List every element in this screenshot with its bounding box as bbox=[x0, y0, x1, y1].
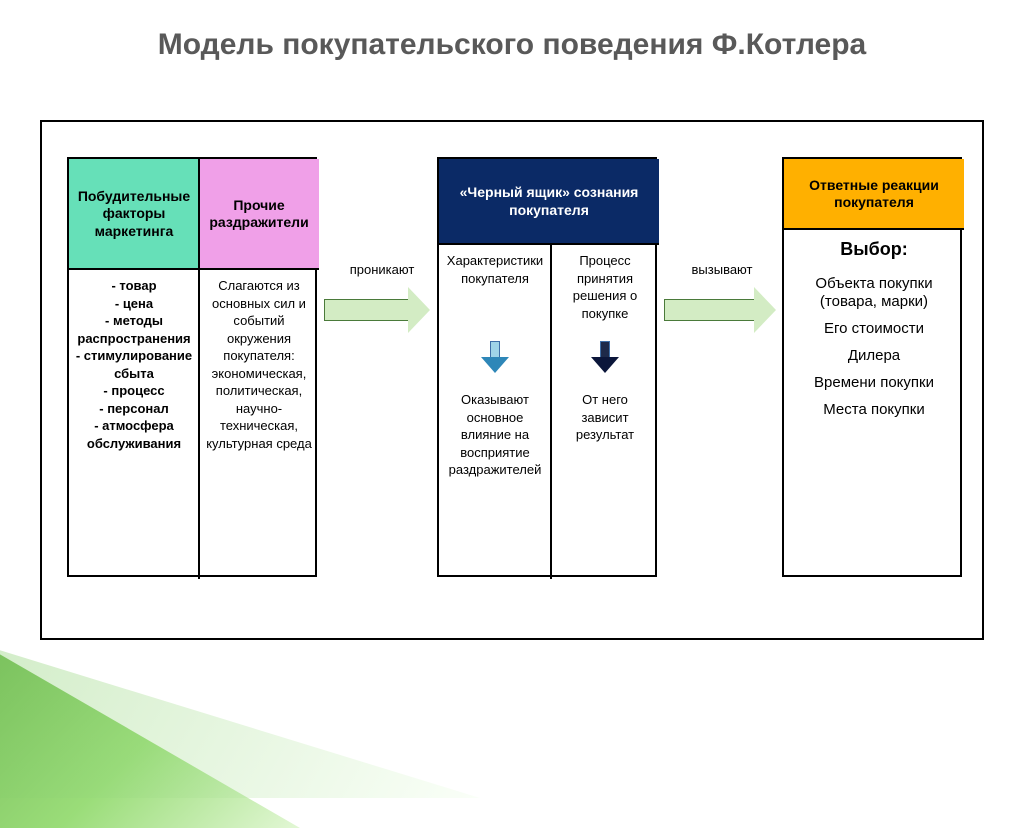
arrow-cause bbox=[664, 287, 776, 333]
divider-vertical bbox=[198, 159, 200, 579]
choice-item: Его стоимости bbox=[792, 320, 956, 338]
hdr-marketing-factors: Побудительные факторы маркетинга bbox=[69, 159, 199, 269]
down-arrow-icon bbox=[591, 341, 619, 375]
choice-title: Выбор: bbox=[784, 229, 964, 266]
hdr-blackbox: «Черный ящик» сознания покупателя bbox=[439, 159, 659, 244]
choice-item: Объекта покупки (товара, марки) bbox=[792, 275, 956, 311]
divider-vertical bbox=[550, 244, 552, 579]
arrow-label-cause: вызывают bbox=[682, 262, 762, 277]
arrow-label-penetrate: проникают bbox=[342, 262, 422, 277]
cell-choice: Выбор: Объекта покупки (товара, марки) Ег… bbox=[784, 229, 964, 579]
arrow-penetrate bbox=[324, 287, 430, 333]
choice-list: Объекта покупки (товара, марки) Его стоим… bbox=[784, 275, 964, 419]
group-blackbox: «Черный ящик» сознания покупателя Характ… bbox=[437, 157, 657, 577]
divider-horizontal bbox=[439, 243, 659, 245]
choice-item: Времени покупки bbox=[792, 374, 956, 392]
page-title: Модель покупательского поведения Ф.Котле… bbox=[0, 0, 1024, 76]
cell-stimuli-text: Слагаются из основных сил и событий окру… bbox=[199, 269, 319, 579]
divider-horizontal bbox=[69, 268, 319, 270]
cell-decision-process: Процесс принятия решения о покупке bbox=[551, 244, 659, 339]
cell-decision-effect: От него зависит результат bbox=[551, 383, 659, 452]
diagram-frame: Побудительные факторы маркетинга Прочие … bbox=[40, 120, 984, 640]
group-responses: Ответные реакции покупателя Выбор: Объек… bbox=[782, 157, 962, 577]
hdr-responses: Ответные реакции покупателя bbox=[784, 159, 964, 229]
choice-item: Места покупки bbox=[792, 401, 956, 419]
choice-item: Дилера bbox=[792, 347, 956, 365]
cell-characteristics-effect: Оказывают основное влияние на восприятие… bbox=[439, 383, 551, 487]
decor-triangle-overlay bbox=[0, 638, 480, 798]
down-arrow-icon bbox=[481, 341, 509, 375]
cell-marketing-items: - товар - цена - методы распространения … bbox=[69, 269, 199, 579]
group-inputs: Побудительные факторы маркетинга Прочие … bbox=[67, 157, 317, 577]
cell-characteristics: Характерис­тики покупателя bbox=[439, 244, 551, 339]
hdr-other-stimuli: Прочие раздражители bbox=[199, 159, 319, 269]
